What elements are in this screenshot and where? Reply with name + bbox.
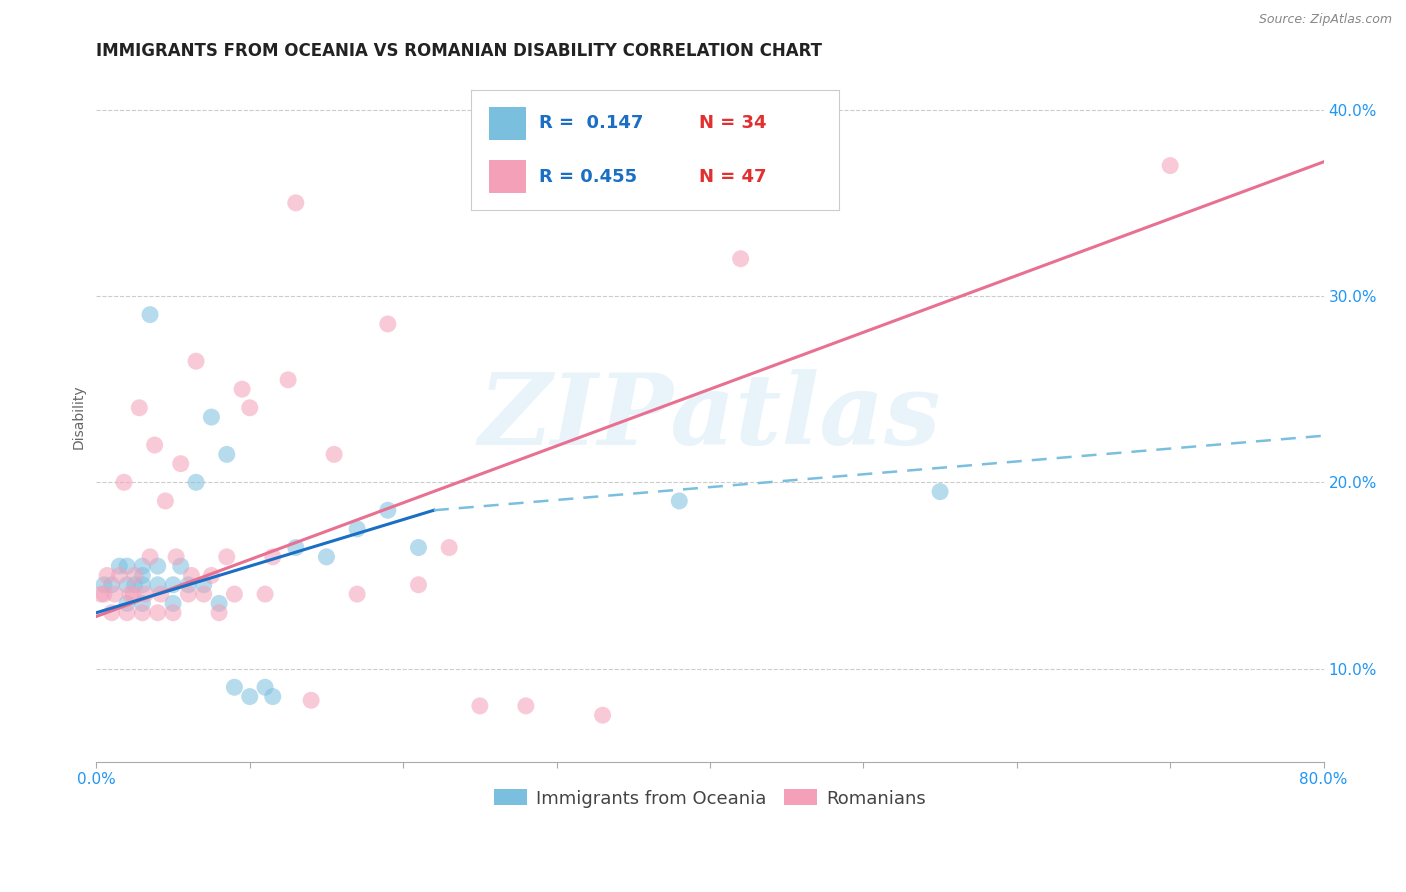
Point <box>346 587 368 601</box>
Point <box>224 587 246 601</box>
Point <box>177 587 200 601</box>
Point <box>193 578 215 592</box>
Point <box>115 559 138 574</box>
Point <box>408 541 430 555</box>
Point <box>128 401 150 415</box>
Point <box>515 698 537 713</box>
Point <box>377 503 399 517</box>
Point <box>177 578 200 592</box>
Point <box>131 606 153 620</box>
Point <box>239 690 262 704</box>
Point <box>239 401 262 415</box>
Point <box>93 578 115 592</box>
Point <box>131 559 153 574</box>
Point <box>215 549 238 564</box>
Text: Source: ZipAtlas.com: Source: ZipAtlas.com <box>1258 13 1392 27</box>
Point <box>131 578 153 592</box>
Point <box>108 559 131 574</box>
Point <box>284 195 307 210</box>
Point <box>299 693 322 707</box>
Point <box>315 549 337 564</box>
Point <box>254 680 277 694</box>
Point <box>284 541 307 555</box>
Point <box>208 606 231 620</box>
Point <box>122 587 145 601</box>
Point <box>93 587 115 601</box>
Point <box>1159 159 1181 173</box>
Point <box>124 578 146 592</box>
Point <box>115 578 138 592</box>
Point <box>134 587 156 601</box>
Legend: Immigrants from Oceania, Romanians: Immigrants from Oceania, Romanians <box>486 782 932 814</box>
Point <box>437 541 460 555</box>
Point <box>262 690 284 704</box>
Point <box>100 578 122 592</box>
Point <box>124 568 146 582</box>
Point <box>165 549 187 564</box>
Point <box>170 559 193 574</box>
Point <box>170 457 193 471</box>
Point <box>96 568 118 582</box>
Point <box>143 438 166 452</box>
Point <box>668 494 690 508</box>
Point <box>100 606 122 620</box>
Point <box>208 596 231 610</box>
Point <box>200 410 222 425</box>
Point <box>592 708 614 723</box>
Point <box>146 578 169 592</box>
Point <box>408 578 430 592</box>
Point <box>131 568 153 582</box>
Point <box>120 587 142 601</box>
Point <box>155 494 177 508</box>
Point <box>104 587 127 601</box>
Point <box>149 587 172 601</box>
Point <box>184 475 207 490</box>
Point <box>162 606 184 620</box>
Y-axis label: Disability: Disability <box>72 384 86 450</box>
Point <box>929 484 952 499</box>
Point <box>231 382 253 396</box>
Point <box>193 587 215 601</box>
Point <box>139 308 162 322</box>
Point <box>131 596 153 610</box>
Point <box>730 252 752 266</box>
Point <box>180 568 202 582</box>
Point <box>139 549 162 564</box>
Point <box>162 596 184 610</box>
Point <box>377 317 399 331</box>
Point <box>277 373 299 387</box>
Point <box>112 475 135 490</box>
Point <box>224 680 246 694</box>
Point <box>200 568 222 582</box>
Text: IMMIGRANTS FROM OCEANIA VS ROMANIAN DISABILITY CORRELATION CHART: IMMIGRANTS FROM OCEANIA VS ROMANIAN DISA… <box>97 42 823 60</box>
Point <box>146 559 169 574</box>
Point <box>115 606 138 620</box>
Point <box>262 549 284 564</box>
Point <box>184 354 207 368</box>
Point <box>346 522 368 536</box>
Point <box>162 578 184 592</box>
Point <box>108 568 131 582</box>
Point <box>323 447 346 461</box>
Point <box>254 587 277 601</box>
Point <box>146 606 169 620</box>
Point <box>468 698 491 713</box>
Point <box>115 596 138 610</box>
Text: ZIPatlas: ZIPatlas <box>479 369 941 466</box>
Point <box>90 587 112 601</box>
Point <box>215 447 238 461</box>
